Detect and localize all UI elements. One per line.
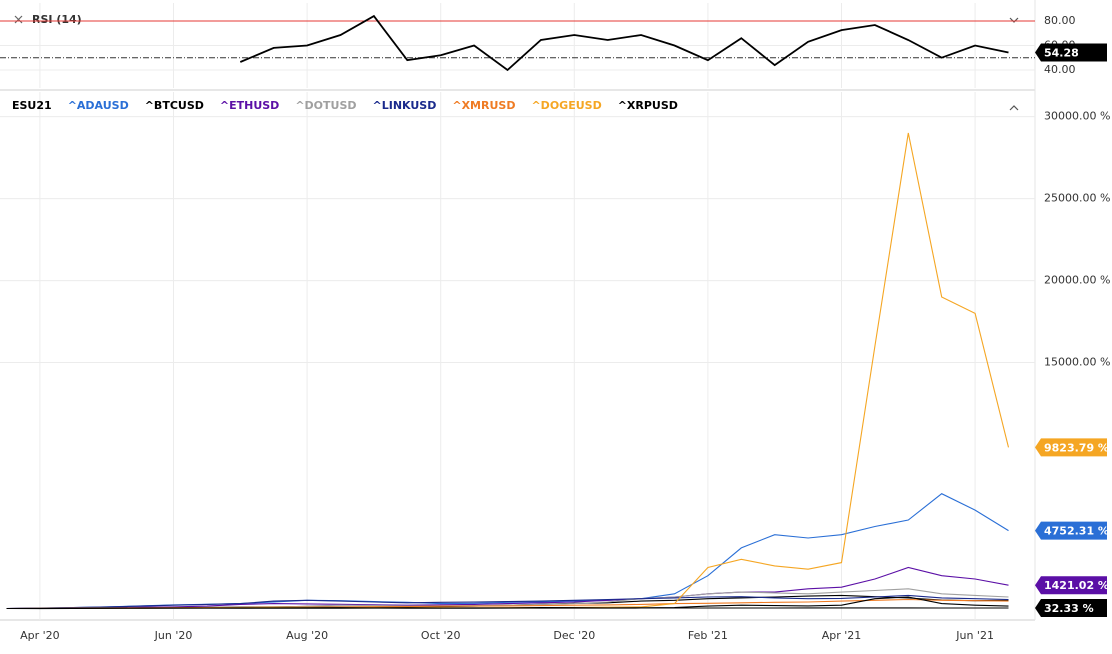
close-icon[interactable]	[14, 15, 23, 24]
value-tag	[1035, 438, 1107, 457]
series-line	[239, 14, 1009, 72]
value-tag-label: 4752.31 %	[1044, 525, 1109, 538]
y-tick-label: 30000.00 %	[1044, 110, 1110, 123]
x-tick-label: Jun '20	[154, 629, 193, 642]
legend-entry[interactable]: ESU21	[12, 99, 52, 112]
collapse-icon[interactable]	[1009, 105, 1019, 111]
value-tag	[1035, 43, 1107, 62]
legend-entry[interactable]: ^DOGEUSD	[531, 99, 601, 112]
collapse-icon[interactable]	[1009, 17, 1019, 23]
series-line	[6, 566, 1009, 610]
x-tick-label: Jun '21	[955, 629, 994, 642]
legend-entry[interactable]: ^LINKUSD	[373, 99, 437, 112]
legend-entry[interactable]: ^XMRUSD	[452, 99, 515, 112]
value-tag	[1035, 576, 1107, 595]
legend-entry[interactable]: ^BTCUSD	[145, 99, 204, 112]
y-tick-label: 15000.00 %	[1044, 356, 1110, 369]
legend-entry[interactable]: ^ETHUSD	[220, 99, 279, 112]
rsi-title: RSI (14)	[32, 13, 82, 26]
series-line	[6, 594, 1009, 610]
y-tick-label: 40.00	[1044, 63, 1076, 76]
y-tick-label: 25000.00 %	[1044, 192, 1110, 205]
y-tick-label: 20000.00 %	[1044, 274, 1110, 287]
series-line	[6, 596, 1009, 610]
value-tag-label: 1421.02 %	[1044, 579, 1109, 592]
x-tick-label: Dec '20	[553, 629, 595, 642]
x-tick-label: Aug '20	[286, 629, 328, 642]
x-tick-label: Apr '21	[822, 629, 862, 642]
value-tag-label: 54.28	[1044, 47, 1079, 60]
legend-entry[interactable]: ^ADAUSD	[68, 99, 129, 112]
value-tag-label: 9823.79 %	[1044, 441, 1109, 454]
x-tick-label: Feb '21	[688, 629, 728, 642]
x-tick-label: Oct '20	[421, 629, 461, 642]
x-tick-label: Apr '20	[20, 629, 60, 642]
value-tag	[1035, 521, 1107, 540]
value-tag	[1035, 598, 1107, 617]
legend-entry[interactable]: ^DOTUSD	[295, 99, 356, 112]
value-tag-label: 32.33 %	[1044, 602, 1094, 615]
y-tick-label: 80.00	[1044, 14, 1076, 27]
legend-entry[interactable]: ^XRPUSD	[618, 99, 678, 112]
